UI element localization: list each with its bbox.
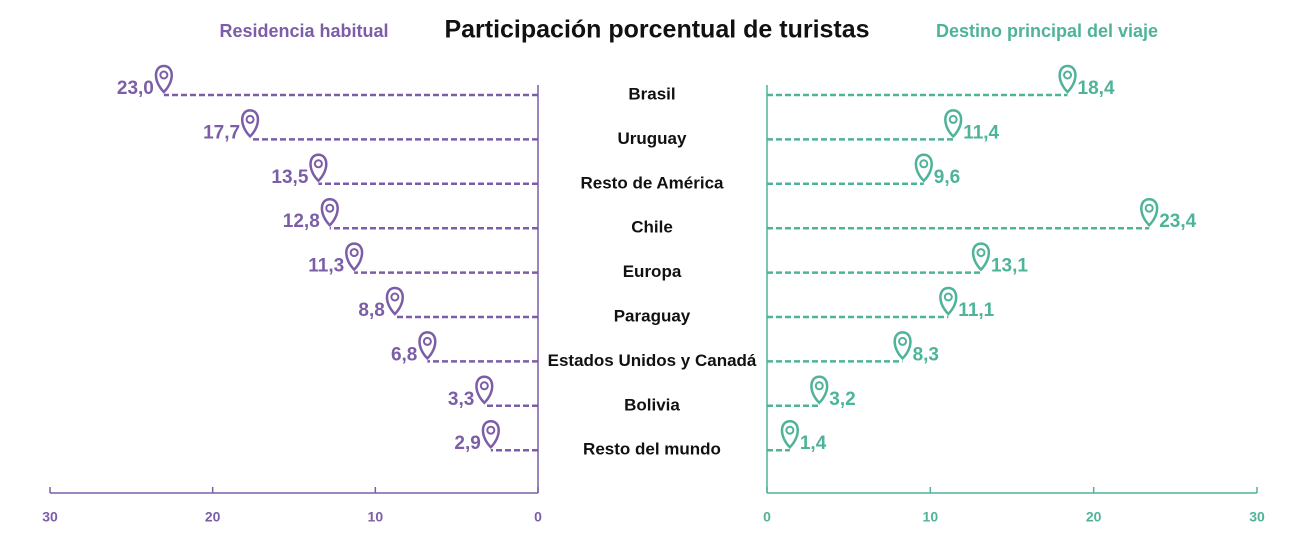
- x-tick-label: 0: [534, 509, 542, 525]
- value-label: 17,7: [203, 122, 240, 143]
- pin-dot: [486, 425, 496, 435]
- lollipop: [320, 197, 538, 230]
- value-label: 11,3: [308, 256, 344, 277]
- category-label: Paraguay: [614, 306, 691, 325]
- lollipop: [767, 109, 963, 141]
- pin-dot: [814, 381, 824, 391]
- lollipop: [309, 153, 538, 186]
- lollipop: [767, 64, 1077, 97]
- pin-dot: [390, 292, 400, 302]
- lollipop: [767, 242, 991, 274]
- value-label: 23,4: [1159, 211, 1196, 232]
- chart-title: Participación porcentual de turistas: [444, 16, 869, 44]
- category-label: Brasil: [628, 84, 675, 103]
- lollipop: [767, 197, 1159, 230]
- value-label: 9,6: [934, 167, 960, 188]
- pin-dot: [898, 336, 908, 346]
- lollipop: [767, 375, 829, 408]
- value-label: 3,3: [448, 389, 474, 410]
- pin-dot: [976, 248, 986, 258]
- category-label: Resto del mundo: [583, 440, 721, 459]
- category-label: Resto de América: [581, 173, 725, 192]
- value-label: 13,1: [991, 256, 1028, 277]
- category-label: Estados Unidos y Canadá: [548, 351, 757, 370]
- pin-dot: [919, 159, 929, 169]
- value-label: 11,1: [958, 300, 994, 321]
- lollipop: [481, 419, 538, 452]
- pin-dot: [1063, 70, 1073, 80]
- lollipop: [154, 64, 538, 97]
- value-label: 13,5: [271, 167, 308, 188]
- pin-dot: [948, 114, 958, 124]
- value-label: 11,4: [963, 122, 999, 143]
- pin-dot: [1144, 203, 1154, 213]
- pin-dot: [325, 203, 335, 213]
- category-label: Europa: [623, 262, 682, 281]
- lollipop: [767, 286, 958, 319]
- x-tick-label: 10: [368, 509, 384, 525]
- x-tick-label: 20: [1086, 509, 1102, 525]
- pin-dot: [785, 425, 795, 435]
- series-name: Residencia habitual: [219, 21, 388, 41]
- value-label: 1,4: [800, 433, 827, 454]
- value-label: 18,4: [1078, 78, 1115, 99]
- lollipop: [240, 109, 538, 141]
- x-tick-label: 0: [763, 509, 771, 525]
- value-label: 8,3: [913, 344, 939, 365]
- pin-dot: [943, 292, 953, 302]
- pin-dot: [159, 70, 169, 80]
- lollipop: [385, 286, 538, 319]
- value-label: 2,9: [454, 433, 480, 454]
- lollipop: [475, 375, 538, 408]
- pin-dot: [422, 336, 432, 346]
- pin-dot: [313, 159, 323, 169]
- pin-dot: [479, 381, 489, 391]
- value-label: 3,2: [829, 389, 855, 410]
- pin-dot: [349, 248, 359, 258]
- x-tick-label: 30: [42, 509, 58, 525]
- category-label: Uruguay: [618, 129, 688, 148]
- pin-dot: [245, 114, 255, 124]
- lollipop: [418, 331, 538, 363]
- value-label: 12,8: [283, 211, 320, 232]
- series-name: Destino principal del viaje: [936, 21, 1158, 41]
- x-tick-label: 10: [923, 509, 939, 525]
- lollipop: [345, 242, 538, 274]
- category-label: Bolivia: [624, 395, 680, 414]
- lollipop: [767, 153, 933, 186]
- value-label: 23,0: [117, 78, 154, 99]
- lollipop: [767, 419, 799, 452]
- value-label: 6,8: [391, 344, 417, 365]
- value-label: 8,8: [358, 300, 384, 321]
- x-tick-label: 20: [205, 509, 221, 525]
- x-tick-label: 30: [1249, 509, 1265, 525]
- category-label: Chile: [631, 218, 673, 237]
- lollipop: [767, 331, 912, 363]
